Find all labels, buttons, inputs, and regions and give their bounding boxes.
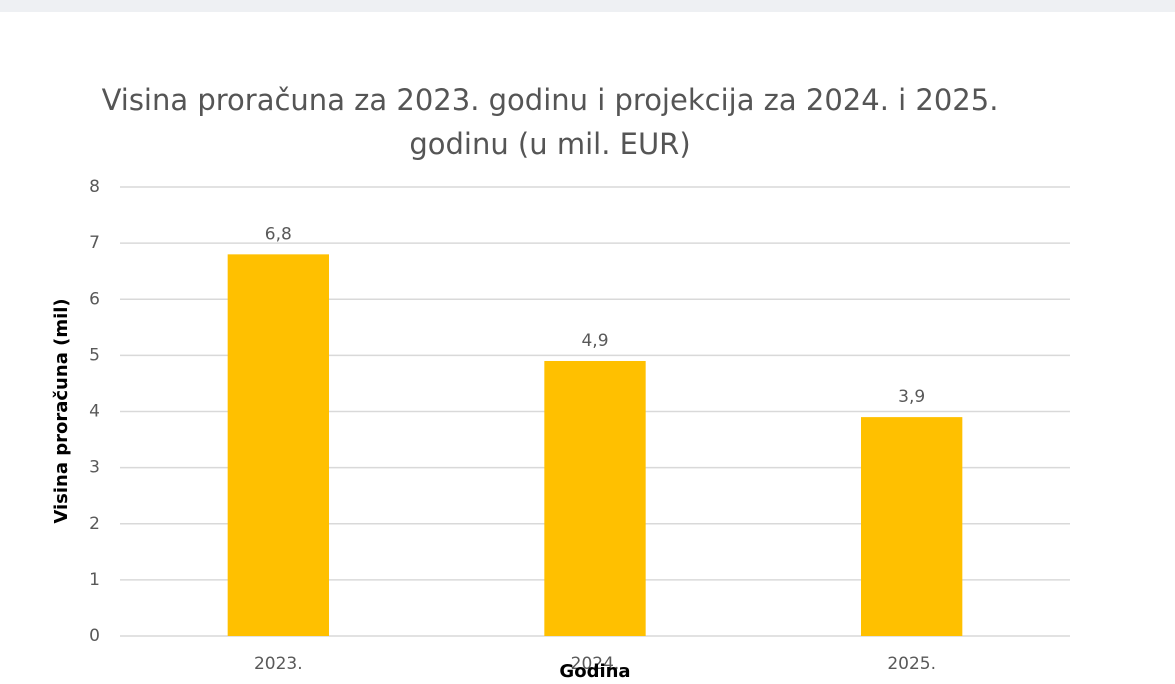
y-tick-label: 1: [89, 570, 100, 590]
y-axis-label: Visina proračuna (mil): [51, 298, 72, 523]
y-tick-label: 2: [89, 514, 100, 534]
x-tick-label: 2025.: [887, 654, 936, 674]
bar: [861, 417, 963, 636]
y-tick-label: 3: [89, 458, 100, 478]
y-tick-label: 7: [89, 233, 100, 253]
x-tick-label: 2024.: [571, 654, 620, 674]
data-label: 3,9: [898, 387, 925, 407]
chart-title: Visina proračuna za 2023. godinu i proje…: [101, 83, 999, 161]
x-axis-label: Godina: [559, 661, 630, 682]
top-bar: [0, 0, 1175, 12]
y-tick-label: 6: [89, 289, 100, 309]
bar: [227, 254, 329, 636]
data-label: 6,8: [265, 224, 292, 244]
x-tick-label: 2023.: [254, 654, 303, 674]
y-tick-label: 8: [89, 177, 100, 197]
bar: [544, 360, 646, 636]
data-label: 4,9: [581, 331, 608, 351]
y-tick-label: 0: [89, 626, 100, 646]
y-tick-label: 4: [89, 402, 100, 422]
y-tick-label: 5: [89, 345, 100, 365]
